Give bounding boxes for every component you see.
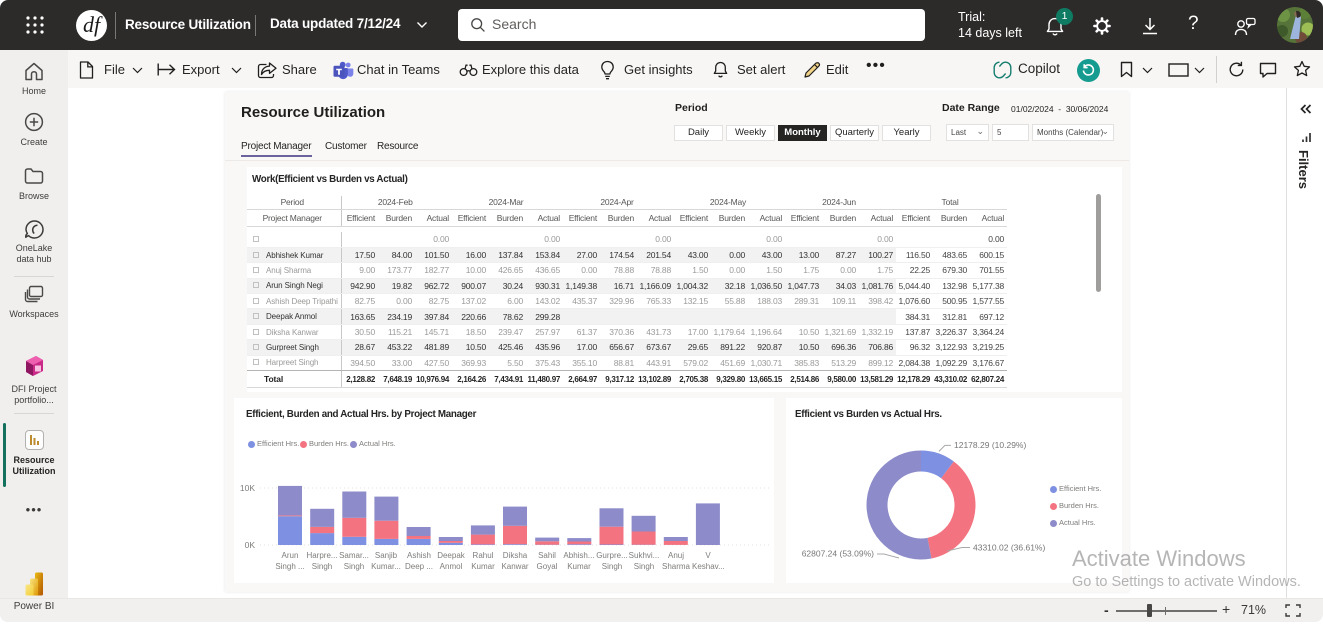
svg-text:0K: 0K xyxy=(245,540,256,550)
svg-text:12178.29 (10.29%): 12178.29 (10.29%) xyxy=(954,440,1026,450)
svg-text:10K: 10K xyxy=(240,483,255,493)
svg-text:43310.02 (36.61%): 43310.02 (36.61%) xyxy=(973,543,1045,553)
svg-text:62807.24 (53.09%): 62807.24 (53.09%) xyxy=(802,549,874,559)
